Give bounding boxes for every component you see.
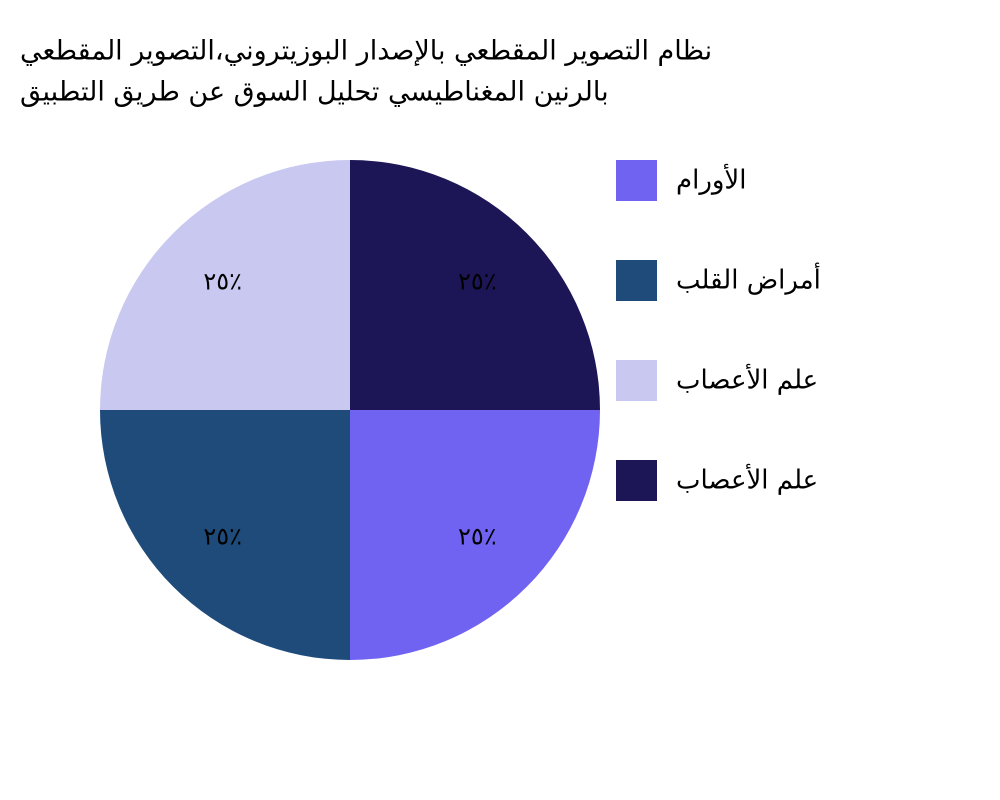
legend-swatch	[616, 260, 657, 301]
legend-label: أمراض القلب	[676, 262, 821, 296]
value-label: ٢٥٪	[458, 268, 497, 296]
pie-slice	[100, 160, 350, 410]
value-label: ٢٥٪	[458, 522, 497, 550]
legend-label: علم الأعصاب	[676, 463, 818, 496]
legend-label: علم الأعصاب	[676, 363, 818, 396]
pie-slice	[100, 410, 350, 660]
pie-slice	[350, 160, 600, 410]
pie-slice	[350, 410, 600, 660]
value-label: ٢٥٪	[203, 268, 242, 296]
chart-title: بالرنين المغناطيسي تحليل السوق عن طريق ا…	[20, 77, 609, 108]
chart-title: نظام التصوير المقطعي بالإصدار البوزيترون…	[20, 36, 712, 67]
legend-label: الأورام	[676, 163, 746, 196]
legend-swatch	[616, 460, 657, 501]
legend-swatch	[616, 160, 657, 201]
legend-swatch	[616, 360, 657, 401]
value-label: ٢٥٪	[203, 522, 242, 550]
